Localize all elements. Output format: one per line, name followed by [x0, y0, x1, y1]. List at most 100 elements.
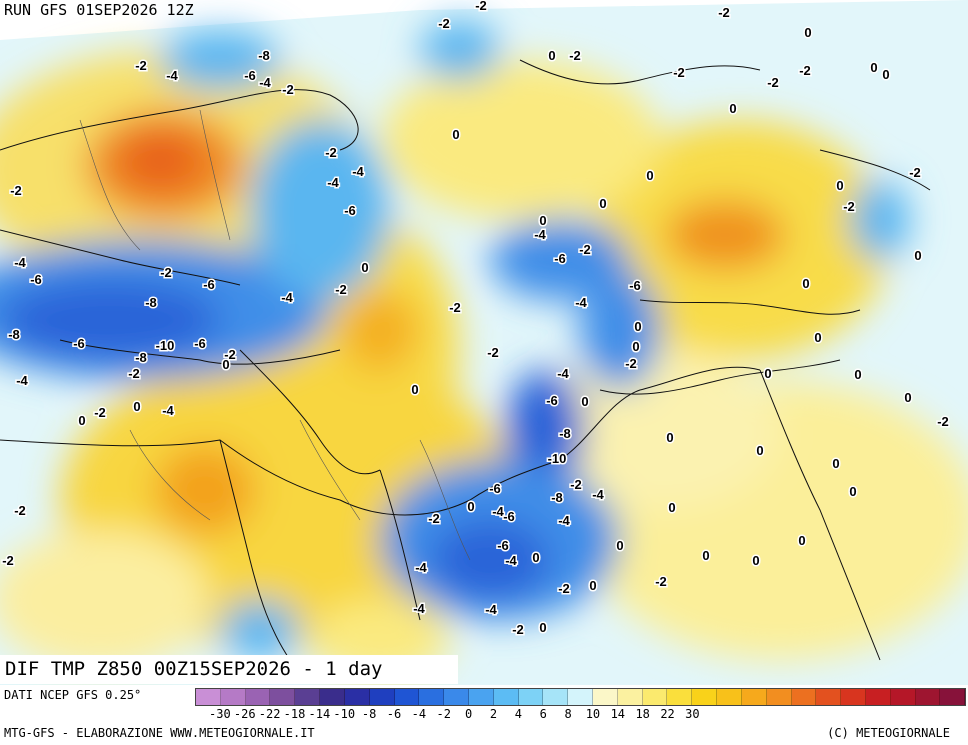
legend-swatch — [344, 689, 370, 705]
contour-label: 0 — [756, 443, 763, 458]
contour-label: 0 — [836, 178, 843, 193]
contour-label: -4 — [505, 553, 517, 568]
coastlines — [0, 59, 931, 661]
contour-label: 0 — [752, 553, 759, 568]
legend-swatch — [394, 689, 420, 705]
contour-label: 0 — [78, 413, 85, 428]
contour-label: -4 — [327, 175, 339, 190]
contour-label: 0 — [589, 578, 596, 593]
legend-swatch — [468, 689, 494, 705]
legend-tick-label: 4 — [514, 707, 522, 721]
contour-label: -2 — [799, 63, 811, 78]
contour-label: 0 — [849, 484, 856, 499]
contour-label: 0 — [854, 367, 861, 382]
contour-label: 0 — [802, 276, 809, 291]
legend-swatch — [320, 689, 345, 705]
contour-label: 0 — [814, 330, 821, 345]
contour-label: -8 — [258, 48, 270, 63]
contour-label: -4 — [259, 75, 271, 90]
contour-label: -2 — [570, 477, 582, 492]
legend-tick-label: -18 — [283, 707, 306, 721]
contour-label: -4 — [485, 602, 497, 617]
legend-swatch — [568, 689, 593, 705]
legend-tick-label: -2 — [436, 707, 451, 721]
legend-swatch — [741, 689, 767, 705]
contour-label: -2 — [475, 0, 487, 13]
contour-label: -2 — [282, 82, 294, 97]
contour-label: 0 — [548, 48, 555, 63]
contour-label: 0 — [532, 550, 539, 565]
legend-tick-label: 8 — [564, 707, 572, 721]
anomaly-field — [0, 20, 968, 680]
contour-label: -2 — [487, 345, 499, 360]
legend-swatch — [493, 689, 519, 705]
contour-label: -6 — [194, 336, 206, 351]
legend-swatch — [270, 689, 296, 705]
contour-label: -8 — [559, 426, 571, 441]
contour-label: 0 — [668, 500, 675, 515]
legend-swatch — [593, 689, 618, 705]
legend-tick-label: 18 — [635, 707, 650, 721]
contour-label: 0 — [646, 168, 653, 183]
contour-label: 0 — [798, 533, 805, 548]
contour-label: -2 — [767, 75, 779, 90]
product-title: DIF TMP Z850 00Z15SEP2026 - 1 day — [0, 655, 458, 684]
credit-left: MTG-GFS - ELABORAZIONE WWW.METEOGIORNALE… — [4, 726, 315, 740]
contour-label: -6 — [203, 277, 215, 292]
contour-label: -4 — [558, 513, 570, 528]
contour-label: -2 — [655, 574, 667, 589]
contour-label: 0 — [539, 620, 546, 635]
contour-label: -2 — [718, 5, 730, 20]
contour-label: -6 — [503, 509, 515, 524]
legend-tick-label: 10 — [585, 707, 601, 721]
contour-label: 0 — [467, 499, 474, 514]
contour-label: -2 — [224, 347, 236, 362]
contour-label: 0 — [616, 538, 623, 553]
contour-label: -4 — [281, 290, 293, 305]
contour-label: -2 — [325, 145, 337, 160]
contour-label: -2 — [14, 503, 26, 518]
contour-label: -2 — [2, 553, 14, 568]
legend-swatch — [890, 689, 916, 705]
contour-label: -2 — [909, 165, 921, 180]
contour-label: 0 — [729, 101, 736, 116]
contour-label: -2 — [160, 265, 172, 280]
contour-label: 0 — [870, 60, 877, 75]
contour-label: -8 — [551, 490, 563, 505]
legend-swatch — [766, 689, 792, 705]
contour-label: 0 — [764, 366, 771, 381]
legend-swatch — [419, 689, 445, 705]
contour-label: 0 — [666, 430, 673, 445]
contour-label: -2 — [512, 622, 524, 637]
contour-label: -8 — [135, 350, 147, 365]
contour-label: -2 — [673, 65, 685, 80]
contour-label: 0 — [599, 196, 606, 211]
contour-label: -4 — [166, 68, 178, 83]
contour-label: -2 — [937, 414, 949, 429]
contour-label: -2 — [843, 199, 855, 214]
contour-label: -10 — [156, 338, 175, 353]
contour-label: -6 — [554, 251, 566, 266]
contour-label: -4 — [534, 227, 546, 242]
legend-tick-label: 0 — [464, 707, 473, 721]
contour-label: -4 — [162, 403, 174, 418]
legend-swatch — [816, 689, 842, 705]
contour-label: -2 — [128, 366, 140, 381]
map-canvas: -2 -2-2-8-2-4 -6 -4 -20 -2-2-2-200 0-20-2-4-4-… — [0, 0, 968, 685]
contour-label: 0 — [804, 25, 811, 40]
color-legend — [195, 688, 966, 706]
contour-label: -2 — [135, 58, 147, 73]
contour-label: -6 — [30, 272, 42, 287]
run-title: RUN GFS 01SEP2026 12Z — [4, 1, 194, 19]
contour-label: -4 — [557, 366, 569, 381]
contour-label: -4 — [575, 295, 587, 310]
contour-label: -2 — [94, 405, 106, 420]
legend-tick-label: 14 — [610, 707, 626, 721]
contour-label: 0 — [539, 213, 546, 228]
contour-label: 0 — [632, 339, 639, 354]
contour-label: -8 — [8, 327, 20, 342]
legend-swatch — [245, 689, 271, 705]
contour-label: 0 — [133, 399, 140, 414]
contour-label: -2 — [10, 183, 22, 198]
contour-label: -6 — [344, 203, 356, 218]
